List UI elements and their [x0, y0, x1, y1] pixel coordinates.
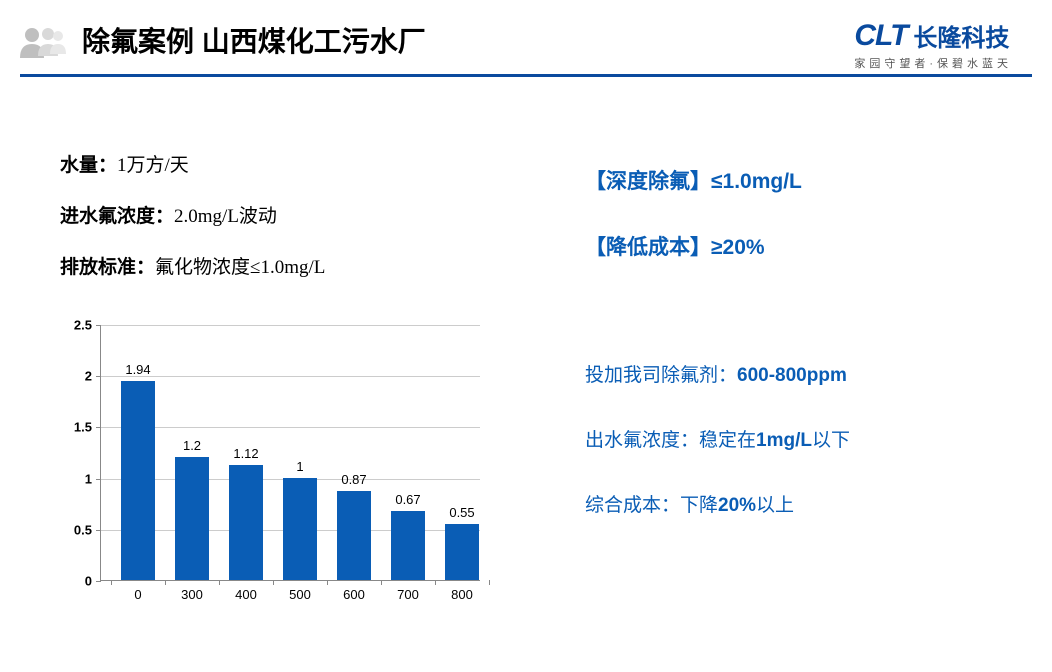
x-tick-label: 700 — [397, 587, 419, 602]
x-tick-mark — [111, 580, 112, 585]
info-label: 进水氟浓度： — [60, 206, 174, 227]
x-tick-mark — [435, 580, 436, 585]
x-tick-label: 600 — [343, 587, 365, 602]
bar-chart: 00.511.522.5 1.9401.23001.1240015000.876… — [60, 320, 490, 610]
x-tick-label: 800 — [451, 587, 473, 602]
y-tick-mark — [96, 479, 101, 480]
x-tick-mark — [489, 580, 490, 585]
bar-value-label: 0.67 — [395, 492, 420, 507]
gridline — [101, 376, 480, 377]
y-tick-mark — [96, 530, 101, 531]
x-tick-mark — [327, 580, 328, 585]
detail-row: 投加我司除氟剂：600-800ppm — [585, 360, 850, 387]
y-tick-label: 2 — [85, 369, 92, 384]
bar-value-label: 1 — [296, 459, 303, 474]
x-tick-label: 500 — [289, 587, 311, 602]
detail-row: 出水氟浓度：稳定在1mg/L以下 — [585, 425, 850, 452]
bar — [283, 478, 317, 580]
x-tick-label: 300 — [181, 587, 203, 602]
detail-label: 投加我司除氟剂： — [585, 365, 737, 386]
detail-value: 1mg/L — [756, 430, 812, 451]
info-value: 2.0mg/L波动 — [174, 206, 277, 227]
highlight-block: 【深度除氟】≤1.0mg/L 【降低成本】≥20% — [585, 165, 802, 297]
bar — [391, 511, 425, 580]
logo-en: CLT — [854, 19, 907, 53]
header-divider — [20, 74, 1032, 77]
people-icon — [18, 24, 68, 62]
y-tick-label: 0.5 — [74, 522, 92, 537]
y-tick-label: 1 — [85, 471, 92, 486]
bar-value-label: 1.94 — [125, 362, 150, 377]
x-tick-label: 0 — [134, 587, 141, 602]
x-tick-mark — [381, 580, 382, 585]
chart-plot: 1.9401.23001.1240015000.876000.677000.55… — [100, 325, 480, 581]
info-label: 水量： — [60, 155, 117, 176]
bar-value-label: 1.2 — [183, 438, 201, 453]
left-info-block: 水量：1万方/天 进水氟浓度：2.0mg/L波动 排放标准：氟化物浓度≤1.0m… — [60, 150, 325, 303]
detail-value: 600-800ppm — [737, 365, 847, 386]
x-tick-mark — [273, 580, 274, 585]
gridline — [101, 325, 480, 326]
bar — [175, 457, 209, 580]
x-tick-mark — [165, 580, 166, 585]
logo-cn: 长隆科技 — [913, 18, 1009, 53]
info-value: 1万方/天 — [117, 155, 189, 176]
bar-value-label: 0.55 — [449, 505, 474, 520]
y-tick-mark — [96, 427, 101, 428]
header: 除氟案例 山西煤化工污水厂 CLT 长隆科技 家园守望者·保碧水蓝天 — [0, 0, 1052, 90]
bar — [229, 465, 263, 580]
bar — [445, 524, 479, 580]
logo: CLT 长隆科技 家园守望者·保碧水蓝天 — [854, 18, 1012, 71]
info-value: 氟化物浓度≤1.0mg/L — [155, 257, 325, 278]
y-tick-label: 1.5 — [74, 420, 92, 435]
highlight-row: 【降低成本】≥20% — [585, 231, 802, 261]
detail-row: 综合成本：下降20%以上 — [585, 490, 850, 517]
detail-value: 20% — [718, 495, 756, 516]
bar — [121, 381, 155, 580]
y-tick-label: 0 — [85, 574, 92, 589]
info-label: 排放标准： — [60, 257, 155, 278]
detail-label: 出水氟浓度：稳定在 — [585, 430, 756, 451]
bar-value-label: 1.12 — [233, 446, 258, 461]
bar-value-label: 0.87 — [341, 472, 366, 487]
detail-suffix: 以上 — [756, 495, 794, 516]
y-axis: 00.511.522.5 — [60, 320, 98, 580]
detail-suffix: 以下 — [812, 430, 850, 451]
logo-tagline: 家园守望者·保碧水蓝天 — [854, 55, 1012, 71]
details-block: 投加我司除氟剂：600-800ppm 出水氟浓度：稳定在1mg/L以下 综合成本… — [585, 360, 850, 555]
info-row: 排放标准：氟化物浓度≤1.0mg/L — [60, 252, 325, 279]
y-tick-mark — [96, 581, 101, 582]
info-row: 水量：1万方/天 — [60, 150, 325, 177]
y-tick-mark — [96, 376, 101, 377]
page-title: 除氟案例 山西煤化工污水厂 — [82, 20, 426, 60]
x-tick-mark — [219, 580, 220, 585]
y-tick-mark — [96, 325, 101, 326]
highlight-row: 【深度除氟】≤1.0mg/L — [585, 165, 802, 195]
info-row: 进水氟浓度：2.0mg/L波动 — [60, 201, 325, 228]
bar — [337, 491, 371, 580]
gridline — [101, 427, 480, 428]
y-tick-label: 2.5 — [74, 318, 92, 333]
x-tick-label: 400 — [235, 587, 257, 602]
detail-label: 综合成本：下降 — [585, 495, 718, 516]
